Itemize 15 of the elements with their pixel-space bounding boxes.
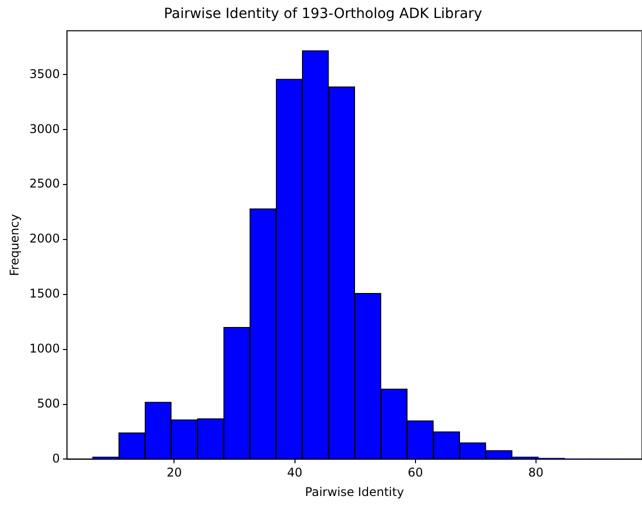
y-tick-label: 2500 xyxy=(29,176,60,191)
x-axis-title: Pairwise Identity xyxy=(305,484,404,499)
y-tick-label: 3000 xyxy=(29,122,60,136)
y-tick-label: 500 xyxy=(37,396,60,410)
y-tick-label: 3500 xyxy=(29,66,60,81)
x-tick-label: 40 xyxy=(287,466,302,480)
y-tick-label: 1500 xyxy=(29,286,60,301)
y-tick-label: 2000 xyxy=(29,232,60,246)
x-tick-label: 80 xyxy=(528,466,544,480)
y-axis-title: Frequency xyxy=(7,214,22,276)
chart-title: Pairwise Identity of 193-Ortholog ADK Library xyxy=(164,6,482,22)
x-tick-label: 60 xyxy=(408,466,423,480)
y-tick-label: 0 xyxy=(52,451,60,466)
x-tick-label: 20 xyxy=(166,466,182,480)
y-tick-label: 1000 xyxy=(29,341,60,356)
